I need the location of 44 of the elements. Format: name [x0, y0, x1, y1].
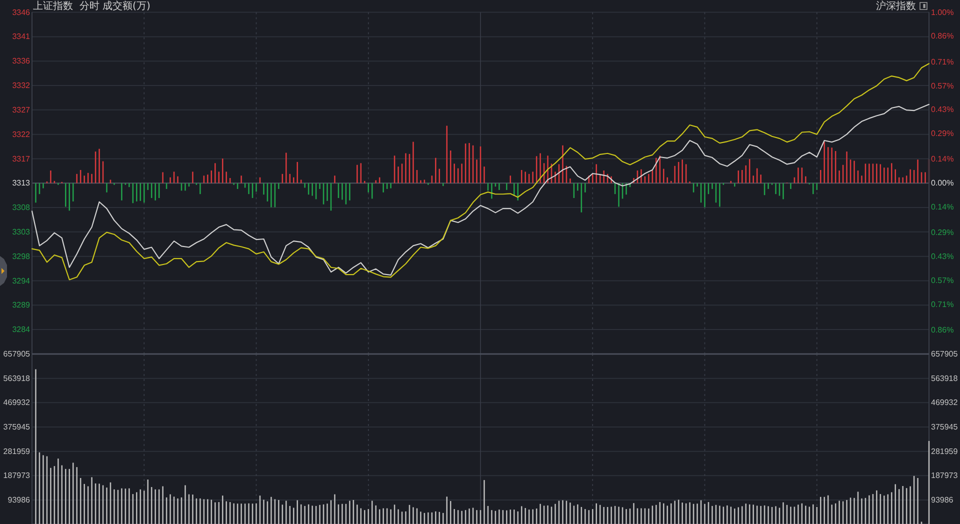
y2-tick-label: 563918	[931, 374, 958, 383]
y-tick-label: 187973	[3, 471, 31, 480]
y2-tick-label: 375945	[931, 422, 958, 432]
y2-tick-label: 187973	[931, 471, 958, 480]
y2-tick-label: 0.57%	[931, 276, 954, 286]
y-tick-label: 3303	[12, 227, 31, 236]
y2-tick-label: 0.29%	[931, 129, 954, 138]
y-tick-label: 3289	[12, 300, 31, 310]
y-tick-label: 657905	[3, 350, 31, 358]
y2-tick-label: 657905	[931, 350, 958, 358]
y2-tick-label: 0.14%	[931, 154, 954, 164]
y2-tick-label: 0.43%	[931, 252, 954, 262]
y-tick-label: 375945	[3, 422, 31, 432]
y2-tick-label: 0.71%	[931, 57, 954, 66]
y-tick-label: 563918	[3, 374, 31, 383]
y2-tick-label: 0.86%	[931, 32, 954, 41]
y-tick-label: 3332	[12, 81, 31, 90]
y-tick-label: 3322	[12, 130, 31, 139]
y-tick-label: 3313	[12, 178, 31, 188]
y2-tick-label: 1.00%	[931, 8, 954, 17]
y-tick-label: 3341	[12, 32, 31, 42]
y-tick-label: 281959	[3, 446, 31, 456]
y2-tick-label: 281959	[931, 446, 958, 456]
y-tick-label: 3346	[12, 8, 31, 17]
y2-tick-label: 0.86%	[931, 326, 954, 335]
y-tick-label: 469932	[3, 398, 31, 408]
y-tick-label: 3294	[12, 276, 31, 286]
y2-tick-label: 0.14%	[931, 202, 954, 212]
y2-tick-label: 0.71%	[931, 300, 954, 309]
y-tick-label: 3308	[12, 203, 31, 212]
y-tick-label: 3298	[12, 252, 31, 261]
text: 沪深指数	[876, 0, 916, 12]
y2-tick-label: 93986	[931, 496, 954, 504]
y2-tick-label: 469932	[931, 398, 958, 408]
y-tick-label: 3336	[12, 56, 31, 66]
chart-title: 上证指数 分时 成交额(万)	[33, 0, 150, 12]
y2-tick-label: 0.57%	[931, 81, 954, 90]
y-tick-label: 3284	[12, 325, 31, 334]
y-tick-label: 93986	[8, 496, 31, 504]
y2-tick-label: 0.29%	[931, 228, 954, 238]
y2-tick-label: 0.43%	[931, 105, 954, 114]
y-tick-label: 3327	[12, 105, 31, 114]
y2-tick-label: 0.00%	[931, 178, 954, 188]
y-tick-label: 3317	[12, 154, 31, 164]
